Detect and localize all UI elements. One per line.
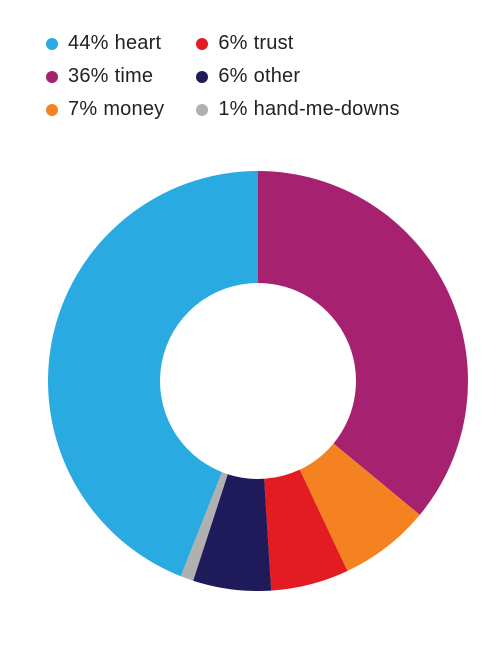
legend-percent: 6% bbox=[218, 61, 247, 92]
bullet-icon bbox=[196, 38, 208, 50]
legend-percent: 1% bbox=[218, 94, 247, 125]
legend-col-0: 44% heart 36% time 7% money bbox=[46, 28, 164, 125]
legend-label: heart bbox=[115, 28, 162, 59]
bullet-icon bbox=[46, 38, 58, 50]
legend-label: money bbox=[103, 94, 164, 125]
legend-item-other: 6% other bbox=[196, 61, 399, 92]
legend: 44% heart 36% time 7% money 6% trust bbox=[46, 28, 470, 125]
donut-svg bbox=[48, 171, 468, 591]
legend-percent: 7% bbox=[68, 94, 97, 125]
bullet-icon bbox=[46, 71, 58, 83]
donut-chart bbox=[46, 171, 470, 666]
legend-item-heart: 44% heart bbox=[46, 28, 164, 59]
bullet-icon bbox=[46, 104, 58, 116]
legend-percent: 6% bbox=[218, 28, 247, 59]
legend-item-money: 7% money bbox=[46, 94, 164, 125]
legend-percent: 36% bbox=[68, 61, 109, 92]
legend-item-trust: 6% trust bbox=[196, 28, 399, 59]
bullet-icon bbox=[196, 71, 208, 83]
legend-item-time: 36% time bbox=[46, 61, 164, 92]
legend-item-hand-me-downs: 1% hand-me-downs bbox=[196, 94, 399, 125]
legend-label: hand-me-downs bbox=[254, 94, 400, 125]
chart-container: { "chart": { "type": "donut", "backgroun… bbox=[0, 0, 500, 666]
legend-label: time bbox=[115, 61, 154, 92]
donut-slice bbox=[258, 171, 468, 515]
legend-label: trust bbox=[254, 28, 294, 59]
legend-label: other bbox=[254, 61, 301, 92]
bullet-icon bbox=[196, 104, 208, 116]
legend-percent: 44% bbox=[68, 28, 109, 59]
legend-col-1: 6% trust 6% other 1% hand-me-downs bbox=[196, 28, 399, 125]
